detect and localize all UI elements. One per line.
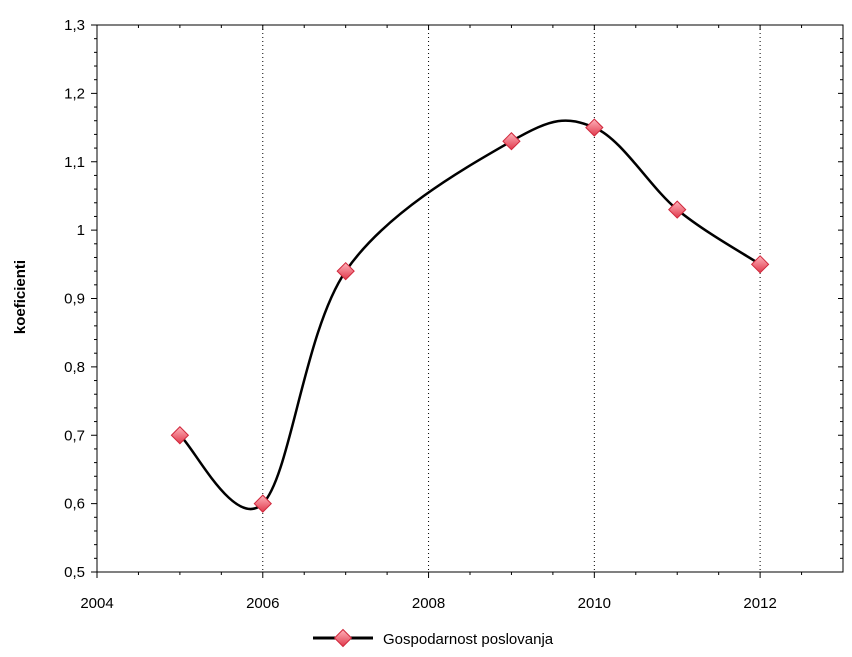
data-point xyxy=(502,132,521,151)
y-tick-label: 1 xyxy=(77,222,85,239)
ticks xyxy=(91,24,843,578)
axes xyxy=(96,24,844,573)
data-point xyxy=(253,494,272,513)
y-tick-label: 0,6 xyxy=(64,496,85,513)
legend-marker xyxy=(333,628,353,648)
series-line-0 xyxy=(179,119,761,511)
x-tick-label: 2012 xyxy=(743,595,776,612)
tick-labels: 0,5 0,6 0,7 0,8 0,9 1 1,1 1,2 1,3 2004 2006 2008 201… xyxy=(64,17,777,612)
y-tick-label: 0,7 xyxy=(64,427,85,444)
y-tick-label: 1,2 xyxy=(64,85,85,102)
data-point xyxy=(750,255,770,274)
series xyxy=(179,119,761,511)
y-tick-label: 0,8 xyxy=(64,359,85,376)
y-axis-label: koeficienti xyxy=(12,260,29,334)
x-tick-label: 2004 xyxy=(80,595,113,612)
y-tick-label: 0,9 xyxy=(64,291,85,308)
data-point xyxy=(668,200,687,219)
y-tick-label: 1,1 xyxy=(64,154,85,171)
data-point xyxy=(170,426,190,445)
legend-label: Gospodarnost poslovanja xyxy=(383,631,554,648)
legend: Gospodarnost poslovanja xyxy=(313,628,554,648)
plot-frame xyxy=(96,24,844,573)
y-tick-label: 0,5 xyxy=(64,564,85,581)
y-tick-label: 1,3 xyxy=(64,17,85,34)
data-point xyxy=(585,118,604,137)
data-point xyxy=(336,261,355,281)
markers xyxy=(170,118,770,513)
x-tick-label: 2010 xyxy=(578,595,611,612)
x-tick-label: 2006 xyxy=(246,595,279,612)
x-tick-label: 2008 xyxy=(412,595,445,612)
grid xyxy=(262,25,761,572)
